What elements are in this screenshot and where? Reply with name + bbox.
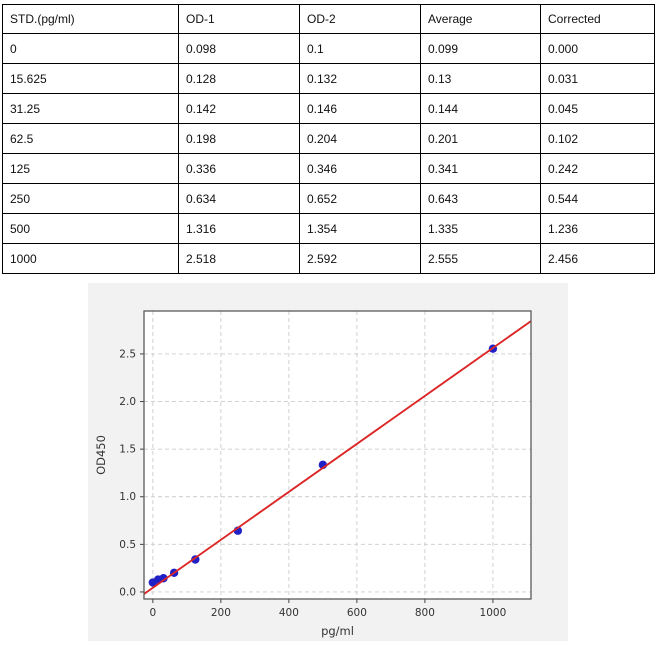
fit-line: [144, 320, 531, 595]
table-cell: 0: [2, 33, 179, 64]
table-cell: 2.518: [178, 243, 300, 274]
y-tick-label: 2.5: [119, 348, 136, 360]
table-cell: 0.099: [420, 33, 541, 64]
table-body: 0 0.098 0.1 0.099 0.000 15.625 0.128 0.132 0.13 0…: [2, 33, 655, 274]
table-cell: 0.144: [420, 93, 541, 124]
table-cell: 1000: [2, 243, 179, 274]
x-tick-label: 0: [149, 607, 156, 619]
table-cell: 0.201: [420, 123, 541, 154]
table-cell: 125: [2, 153, 179, 184]
table-cell: 62.5: [2, 123, 179, 154]
table-cell: 1.236: [540, 213, 655, 244]
table-cell: 0.643: [420, 183, 541, 214]
table-cell: 500: [2, 213, 179, 244]
table-cell: 31.25: [2, 93, 179, 124]
table-row: 250 0.634 0.652 0.643 0.544: [2, 183, 655, 214]
y-tick-label: 2.0: [119, 396, 136, 408]
table-cell: 0.102: [540, 123, 655, 154]
y-axis-label: OD450: [94, 435, 108, 475]
table-cell: 0.098: [178, 33, 300, 64]
column-header: STD.(pg/ml): [2, 4, 179, 34]
y-tick-label: 0.0: [119, 586, 136, 598]
table-row: 0 0.098 0.1 0.099 0.000: [2, 33, 655, 64]
x-tick-label: 400: [279, 607, 299, 619]
y-tick-label: 1.5: [119, 444, 136, 456]
table-cell: 0.031: [540, 63, 655, 94]
table-cell: 0.045: [540, 93, 655, 124]
x-tick-label: 800: [415, 607, 435, 619]
table-cell: 0.204: [299, 123, 421, 154]
standard-curve-chart: 0 200 400 600 800 1000 0.0 0.5 1.0 1.5 2.0 2.5 pg/ml…: [88, 283, 568, 641]
table-cell: 0.000: [540, 33, 655, 64]
standard-curve-figure: 0 200 400 600 800 1000 0.0 0.5 1.0 1.5 2.0 2.5 pg/ml…: [88, 283, 568, 641]
table-cell: 0.242: [540, 153, 655, 184]
table-cell: 0.544: [540, 183, 655, 214]
table-cell: 0.346: [299, 153, 421, 184]
x-tick-label: 1000: [480, 607, 507, 619]
x-tick-label: 200: [211, 607, 231, 619]
x-tick-label: 600: [347, 607, 367, 619]
column-header: OD-1: [178, 4, 300, 34]
plot-background: [144, 311, 531, 599]
x-axis-label: pg/ml: [321, 624, 354, 638]
table-cell: 0.1: [299, 33, 421, 64]
table-cell: 2.456: [540, 243, 655, 274]
table-row: 62.5 0.198 0.204 0.201 0.102: [2, 123, 655, 154]
table-cell: 0.146: [299, 93, 421, 124]
table-row: 1000 2.518 2.592 2.555 2.456: [2, 243, 655, 274]
table-cell: 0.198: [178, 123, 300, 154]
y-tick-label: 1.0: [119, 491, 136, 503]
table-header-row: STD.(pg/ml) OD-1 OD-2 Average Corrected: [2, 4, 655, 34]
table-cell: 1.354: [299, 213, 421, 244]
table-cell: 0.341: [420, 153, 541, 184]
table-row: 31.25 0.142 0.146 0.144 0.045: [2, 93, 655, 124]
table-cell: 0.132: [299, 63, 421, 94]
table-cell: 15.625: [2, 63, 179, 94]
table-row: 125 0.336 0.346 0.341 0.242: [2, 153, 655, 184]
table-cell: 1.316: [178, 213, 300, 244]
table-cell: 0.128: [178, 63, 300, 94]
column-header: OD-2: [299, 4, 421, 34]
table-cell: 0.652: [299, 183, 421, 214]
table-cell: 0.142: [178, 93, 300, 124]
table-row: 15.625 0.128 0.132 0.13 0.031: [2, 63, 655, 94]
standards-table: STD.(pg/ml) OD-1 OD-2 Average Corrected 0 0.0…: [2, 4, 655, 274]
table-cell: 1.335: [420, 213, 541, 244]
y-tick-label: 0.5: [119, 539, 136, 551]
table-cell: 250: [2, 183, 179, 214]
table-cell: 2.592: [299, 243, 421, 274]
column-header: Corrected: [540, 4, 655, 34]
table-cell: 2.555: [420, 243, 541, 274]
table-cell: 0.634: [178, 183, 300, 214]
column-header: Average: [420, 4, 541, 34]
data-point: [159, 574, 168, 583]
table-row: 500 1.316 1.354 1.335 1.236: [2, 213, 655, 244]
table-cell: 0.13: [420, 63, 541, 94]
table-cell: 0.336: [178, 153, 300, 184]
plot-border: [143, 310, 532, 600]
